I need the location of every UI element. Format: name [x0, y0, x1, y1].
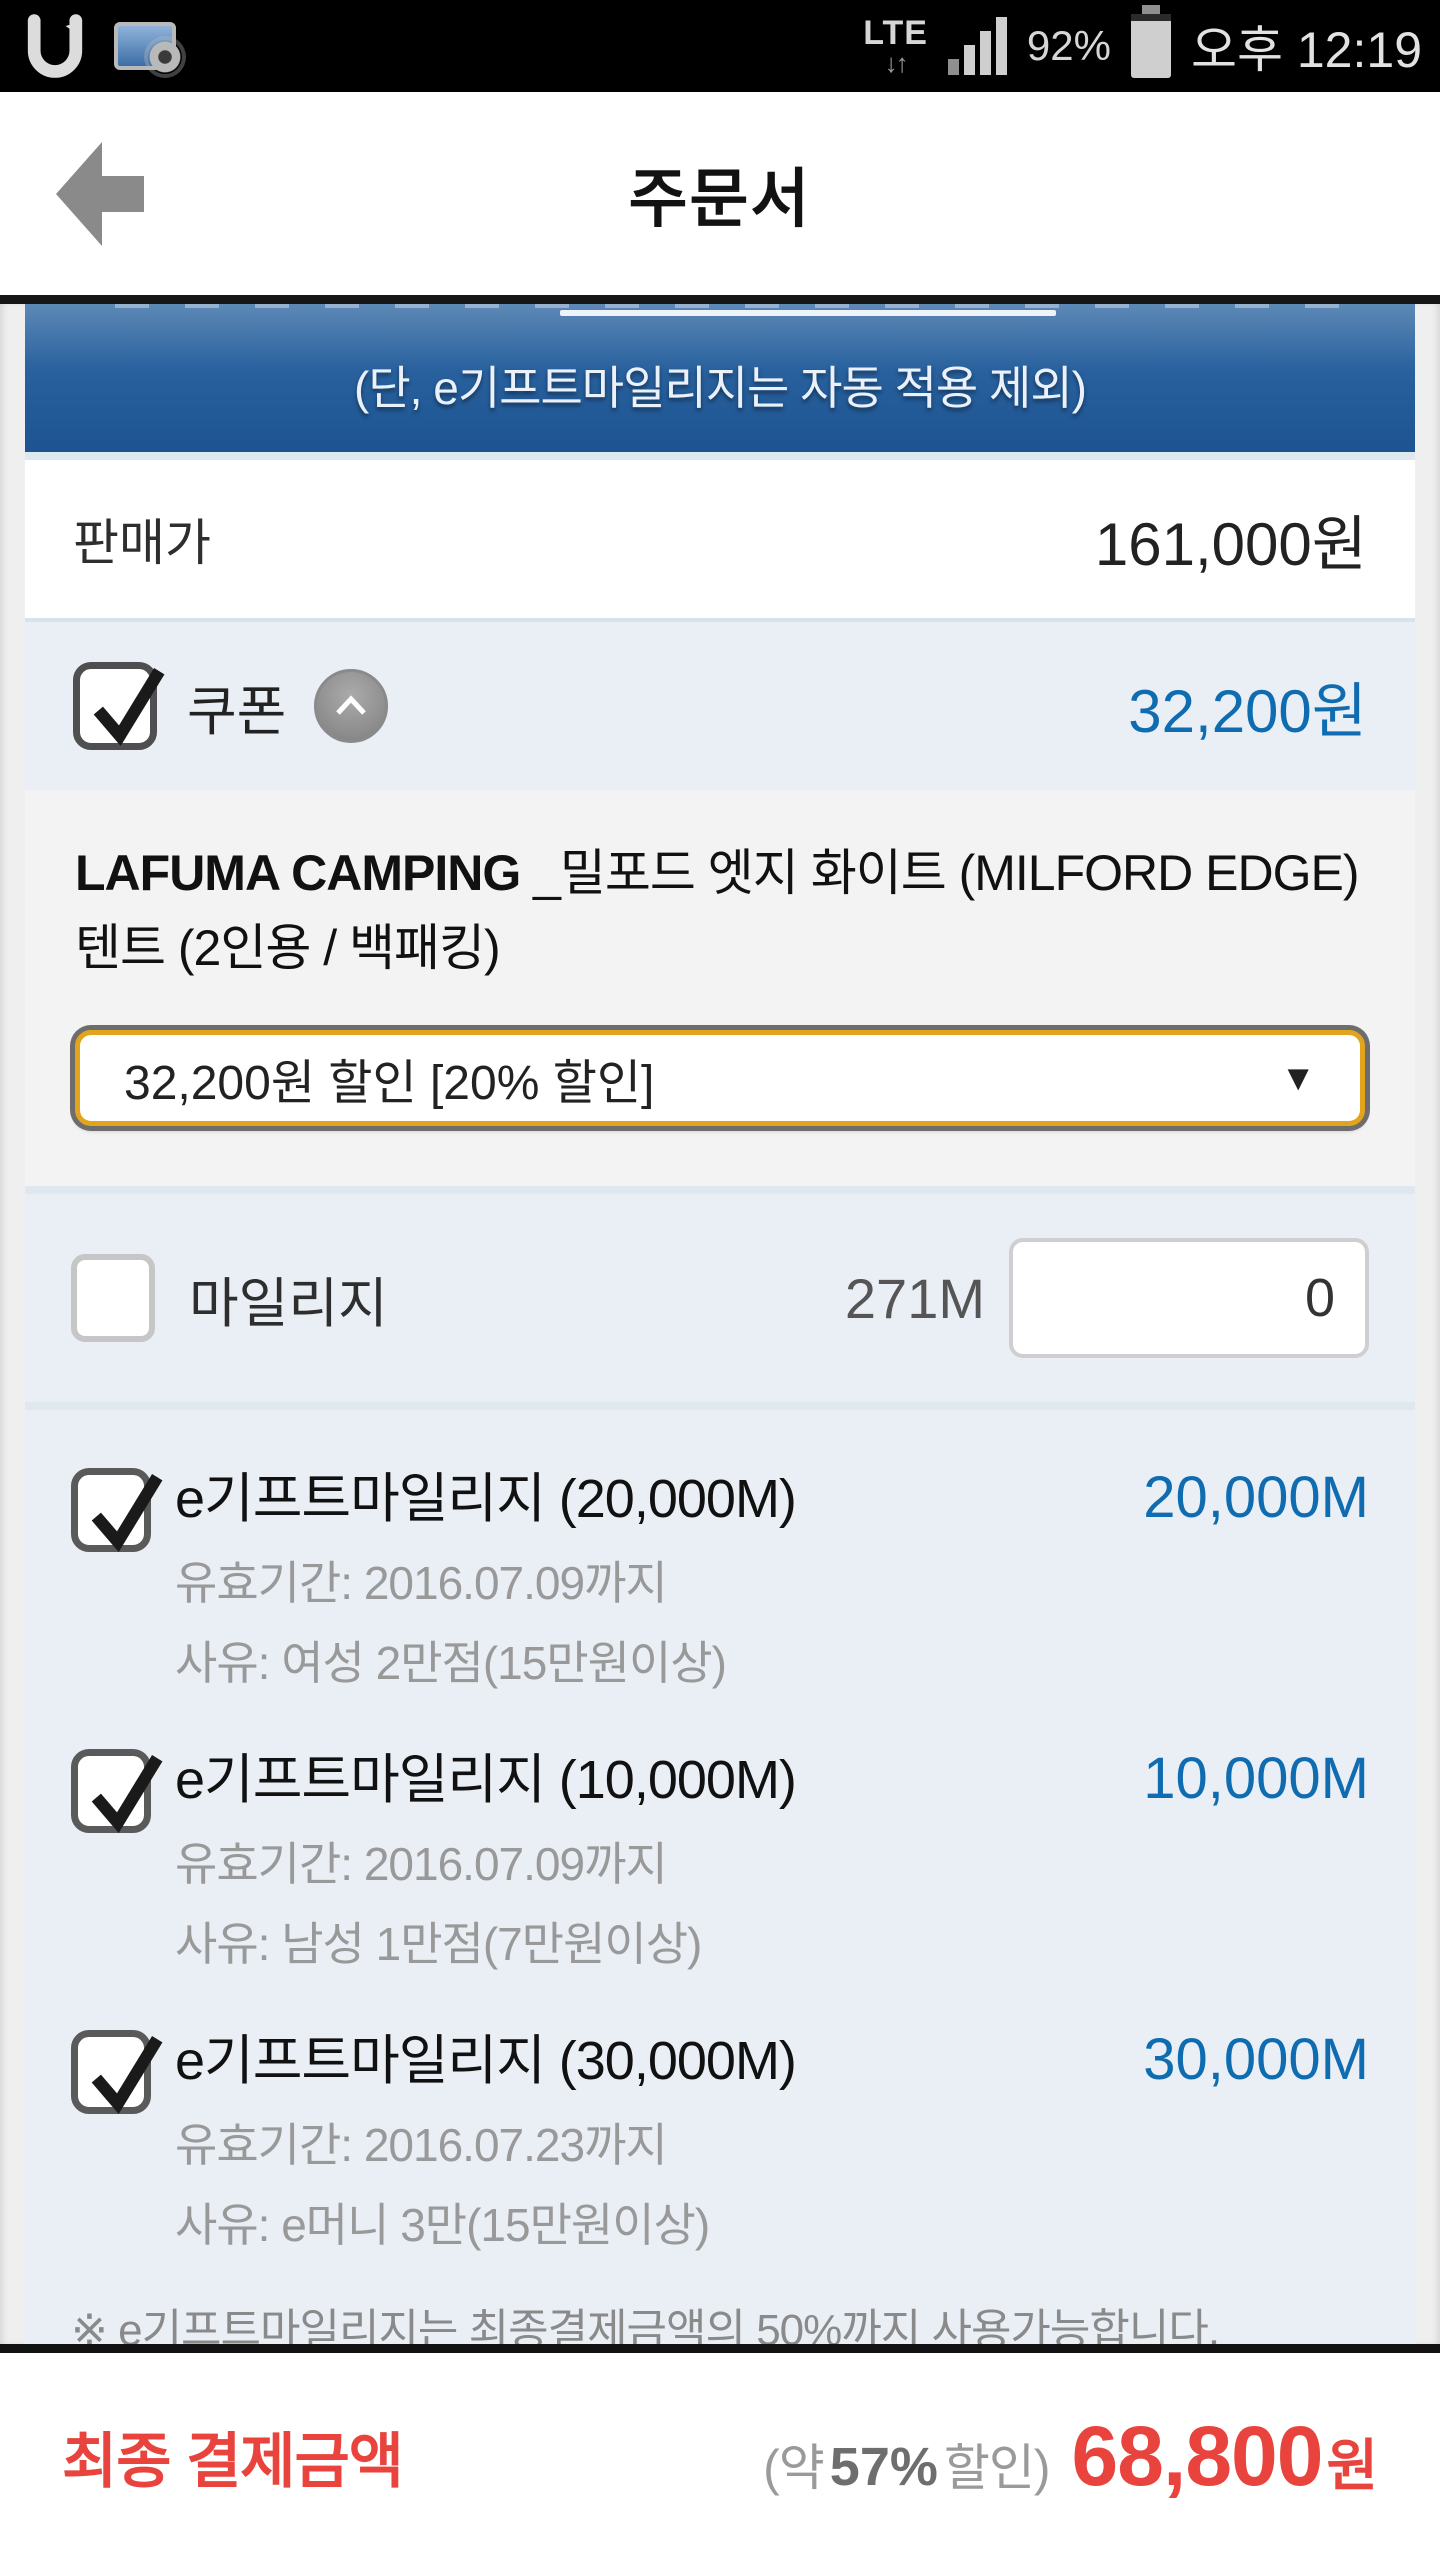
mileage-row: 마일리지 271M: [25, 1194, 1415, 1402]
egift-title: e기프트마일리지 (20,000M): [175, 1469, 797, 1529]
egift-title: e기프트마일리지 (30,000M): [175, 2031, 797, 2091]
egift-checkbox-2[interactable]: [71, 1749, 163, 1833]
sale-price-value: 161,000원: [1094, 510, 1367, 578]
egift-exclusion-banner: (단, e기프트마일리지는 자동 적용 제외): [25, 304, 1415, 452]
clipped-text-fragment: [115, 304, 1355, 308]
collapse-button[interactable]: [314, 669, 389, 743]
status-bar: LTE ↓↑ 92% 오후 12:19: [0, 0, 1440, 92]
section-separator: [25, 1186, 1415, 1194]
currency-suffix: 원: [1326, 2434, 1378, 2497]
gear-icon: [148, 40, 182, 74]
egift-reason: 사유: 남성 1만점(7만원이상): [175, 1918, 702, 1970]
order-scroll-area[interactable]: (단, e기프트마일리지는 자동 적용 제외) 판매가 161,000원 쿠폰 …: [0, 304, 1440, 2542]
discount-suffix: 할인): [943, 2440, 1051, 2496]
sale-price-label: 판매가: [73, 515, 211, 571]
app-header: 주문서: [0, 92, 1440, 304]
clipped-underline-fragment: [560, 310, 1056, 316]
product-name: LAFUMA CAMPING _밀포드 엣지 화이트 (MILFORD EDGE…: [75, 836, 1365, 986]
page-title: 주문서: [628, 162, 812, 235]
screenshot-notification-icon: [114, 22, 182, 74]
network-label: LTE: [863, 14, 928, 52]
sale-price-row: 판매가 161,000원: [25, 460, 1415, 618]
egift-reason: 사유: e머니 3만(15만원이상): [175, 2199, 710, 2251]
mileage-label: 마일리지: [189, 1273, 388, 1334]
dropdown-caret-icon: ▼: [1280, 1057, 1316, 1098]
coupon-label: 쿠폰: [187, 681, 287, 742]
final-payment-footer: 최종 결제금액 (약 57% 할인) 68,800 원: [0, 2353, 1440, 2560]
coupon-detail-section: LAFUMA CAMPING _밀포드 엣지 화이트 (MILFORD EDGE…: [25, 790, 1415, 1186]
section-separator: [25, 452, 1415, 460]
egift-checkbox-1[interactable]: [71, 1468, 163, 1552]
egift-reason: 사유: 여성 2만점(15만원이상): [175, 1637, 727, 1689]
coupon-select-value: 32,200원 할인 [20% 할인]: [124, 1057, 655, 1110]
egift-title: e기프트마일리지 (10,000M): [175, 1750, 797, 1810]
mileage-available: 271M: [844, 1266, 985, 1330]
egift-item: e기프트마일리지 (10,000M) 유효기간: 2016.07.09까지 사유…: [71, 1735, 1369, 1974]
product-brand: LAFUMA CAMPING: [75, 845, 521, 901]
final-payment-label: 최종 결제금액: [62, 2428, 404, 2495]
mileage-checkbox[interactable]: [71, 1254, 155, 1342]
final-amount: 68,800: [1071, 2409, 1324, 2503]
uplus-carrier-icon: [27, 14, 83, 78]
coupon-discount-value: 32,200원: [1128, 677, 1367, 745]
battery-percent: 92%: [1026, 22, 1111, 69]
discount-percent: 57%: [829, 2437, 938, 2497]
signal-strength-icon: [947, 17, 1007, 75]
egift-valid-until: 유효기간: 2016.07.23까지: [175, 2119, 668, 2171]
egift-item: e기프트마일리지 (20,000M) 유효기간: 2016.07.09까지 사유…: [71, 1454, 1369, 1693]
section-separator: [25, 618, 1415, 622]
battery-icon: [1130, 5, 1171, 78]
egift-valid-until: 유효기간: 2016.07.09까지: [175, 1838, 668, 1890]
coupon-checkbox[interactable]: [73, 662, 165, 750]
discount-prefix: (약: [763, 2440, 825, 2496]
chevron-up-icon: [336, 695, 367, 715]
footer-divider: [0, 2344, 1440, 2353]
banner-text: (단, e기프트마일리지는 자동 적용 제외): [354, 362, 1087, 414]
clock: 오후 12:19: [1190, 22, 1422, 78]
product-title: _밀포드 엣지 화이트 (MILFORD EDGE) 텐트 (2인용 / 백패킹…: [75, 845, 1359, 976]
egift-amount: 30,000M: [1143, 2027, 1369, 2092]
egift-amount: 10,000M: [1143, 1746, 1369, 1811]
coupon-row: 쿠폰 32,200원: [25, 622, 1415, 790]
egift-item: e기프트마일리지 (30,000M) 유효기간: 2016.07.23까지 사유…: [71, 2016, 1369, 2255]
data-transfer-arrows-icon: ↓↑: [884, 48, 909, 78]
network-type-indicator: LTE ↓↑: [863, 16, 928, 76]
egift-checkbox-3[interactable]: [71, 2030, 163, 2114]
coupon-select[interactable]: 32,200원 할인 [20% 할인] ▼: [75, 1030, 1365, 1126]
mileage-input[interactable]: [1009, 1238, 1369, 1358]
egift-amount: 20,000M: [1143, 1465, 1369, 1530]
egift-valid-until: 유효기간: 2016.07.09까지: [175, 1557, 668, 1609]
section-separator: [25, 1402, 1415, 1410]
back-arrow-icon[interactable]: [40, 134, 150, 254]
